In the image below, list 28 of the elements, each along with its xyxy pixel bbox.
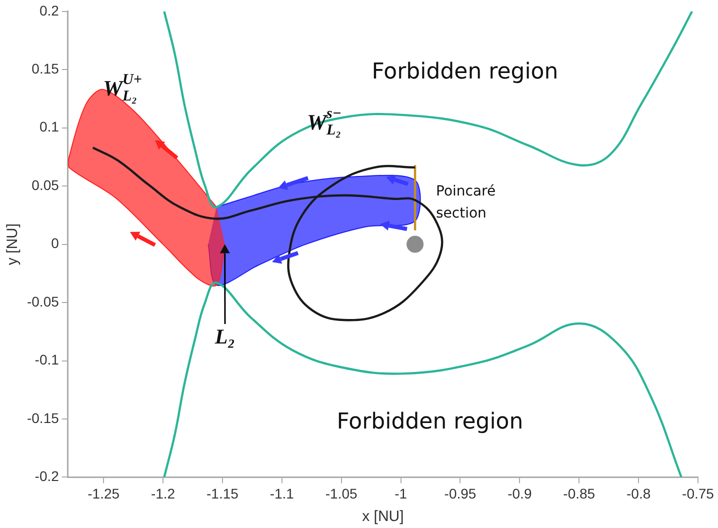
line-series: [163, 11, 694, 208]
x-axis-title: x [NU]: [362, 508, 404, 526]
x-tick-label: -0.8: [626, 485, 651, 502]
x-tick-label: -0.75: [682, 485, 714, 502]
y-tick-label: -0.2: [34, 468, 60, 484]
x-tick-label: -1.15: [206, 485, 239, 502]
y-tick-label: 0.15: [32, 60, 60, 76]
annotation: Poincaré section: [436, 184, 496, 222]
y-tick-label: 0: [51, 235, 60, 252]
x-tick-label: -0.85: [563, 485, 596, 502]
x-tick-label: -0.9: [508, 485, 532, 502]
x-tick-label: -1: [394, 485, 408, 502]
y-tick-label: -0.05: [26, 293, 60, 310]
x-tick-label: -1.1: [270, 485, 294, 502]
x-tick-label: -1.2: [150, 485, 176, 502]
x-tick-label: -0.95: [444, 485, 476, 502]
annotation: L₂: [214, 324, 236, 348]
x-tick-label: -1.25: [88, 485, 120, 502]
y-tick-label: -0.1: [34, 352, 60, 368]
y-tick-label: 0.1: [39, 118, 60, 135]
y-tick-label: 0.2: [39, 2, 60, 18]
annotation: Forbidden region: [336, 410, 524, 435]
y-axis-title: y [NU]: [4, 223, 22, 266]
y-tick-label: -0.15: [26, 410, 60, 426]
y-tick-label: 0.05: [32, 176, 60, 193]
x-tick-label: -1.05: [325, 485, 358, 502]
annotation: Forbidden region: [372, 60, 558, 85]
line-series: [163, 282, 682, 478]
